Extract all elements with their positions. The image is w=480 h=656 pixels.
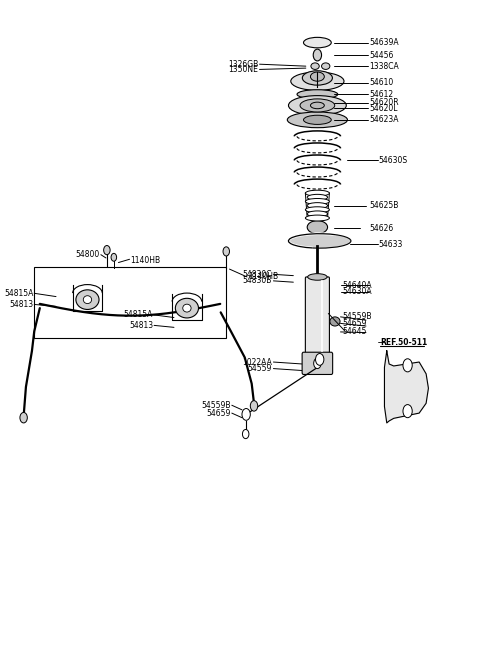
Text: 54559B: 54559B — [342, 312, 372, 321]
Text: 54659: 54659 — [342, 319, 366, 328]
Text: 54620L: 54620L — [369, 104, 398, 113]
Circle shape — [104, 245, 110, 255]
Text: 54633: 54633 — [378, 239, 403, 249]
Ellipse shape — [303, 37, 331, 48]
Text: 54456: 54456 — [369, 51, 394, 60]
Text: 54813: 54813 — [9, 300, 33, 309]
Text: 54559: 54559 — [248, 364, 272, 373]
Text: 54815A: 54815A — [4, 289, 33, 298]
Text: 54639A: 54639A — [369, 38, 399, 47]
Ellipse shape — [183, 304, 191, 312]
Ellipse shape — [76, 290, 99, 310]
Ellipse shape — [302, 71, 333, 85]
Text: 54830B: 54830B — [243, 276, 272, 285]
Text: REF.50-511: REF.50-511 — [380, 338, 427, 347]
Ellipse shape — [307, 220, 327, 234]
Text: 1022AA: 1022AA — [242, 358, 272, 367]
Ellipse shape — [175, 298, 199, 318]
Text: 54630S: 54630S — [378, 156, 408, 165]
Ellipse shape — [305, 199, 329, 205]
Circle shape — [111, 253, 117, 261]
Ellipse shape — [307, 211, 327, 217]
Ellipse shape — [311, 63, 319, 70]
Ellipse shape — [303, 115, 331, 125]
Ellipse shape — [311, 72, 324, 81]
Text: 54830C: 54830C — [242, 270, 272, 279]
Text: 1140HB: 1140HB — [248, 272, 278, 281]
Text: 1326GB: 1326GB — [228, 60, 258, 69]
Circle shape — [315, 354, 324, 365]
Text: 1350NE: 1350NE — [228, 65, 258, 74]
Text: 54610: 54610 — [369, 78, 394, 87]
Circle shape — [242, 409, 250, 420]
Circle shape — [403, 359, 412, 372]
Ellipse shape — [305, 190, 329, 196]
Text: 54612: 54612 — [369, 90, 393, 99]
Ellipse shape — [297, 90, 338, 99]
Text: 54630A: 54630A — [342, 287, 372, 297]
Ellipse shape — [288, 234, 351, 248]
Ellipse shape — [305, 215, 329, 221]
Ellipse shape — [307, 194, 327, 200]
Circle shape — [20, 413, 27, 423]
Ellipse shape — [307, 203, 327, 209]
Circle shape — [403, 405, 412, 418]
Text: 54813: 54813 — [129, 321, 153, 330]
FancyBboxPatch shape — [305, 277, 329, 356]
Ellipse shape — [288, 96, 346, 115]
Text: 54626: 54626 — [369, 224, 394, 233]
Text: 54620R: 54620R — [369, 98, 399, 108]
Ellipse shape — [84, 296, 92, 304]
Text: 54815A: 54815A — [124, 310, 153, 319]
Text: 54640A: 54640A — [342, 281, 372, 290]
Text: 1140HB: 1140HB — [130, 256, 160, 265]
Circle shape — [250, 401, 258, 411]
Text: 54625B: 54625B — [369, 201, 398, 210]
Text: 54659: 54659 — [206, 409, 230, 418]
Ellipse shape — [322, 63, 330, 70]
Ellipse shape — [288, 112, 348, 128]
Text: 54623A: 54623A — [369, 115, 399, 125]
Ellipse shape — [308, 274, 327, 280]
Ellipse shape — [300, 99, 335, 112]
Text: 54645: 54645 — [342, 327, 366, 337]
Text: 1338CA: 1338CA — [369, 62, 399, 71]
Circle shape — [313, 49, 322, 61]
Ellipse shape — [311, 102, 324, 109]
FancyBboxPatch shape — [302, 352, 333, 375]
Circle shape — [242, 430, 249, 439]
Text: 54559B: 54559B — [201, 401, 230, 410]
Ellipse shape — [330, 317, 340, 326]
Ellipse shape — [291, 72, 344, 91]
Circle shape — [223, 247, 229, 256]
Polygon shape — [384, 351, 429, 423]
Circle shape — [314, 358, 321, 369]
Text: 54800: 54800 — [76, 250, 100, 259]
Ellipse shape — [305, 207, 329, 213]
